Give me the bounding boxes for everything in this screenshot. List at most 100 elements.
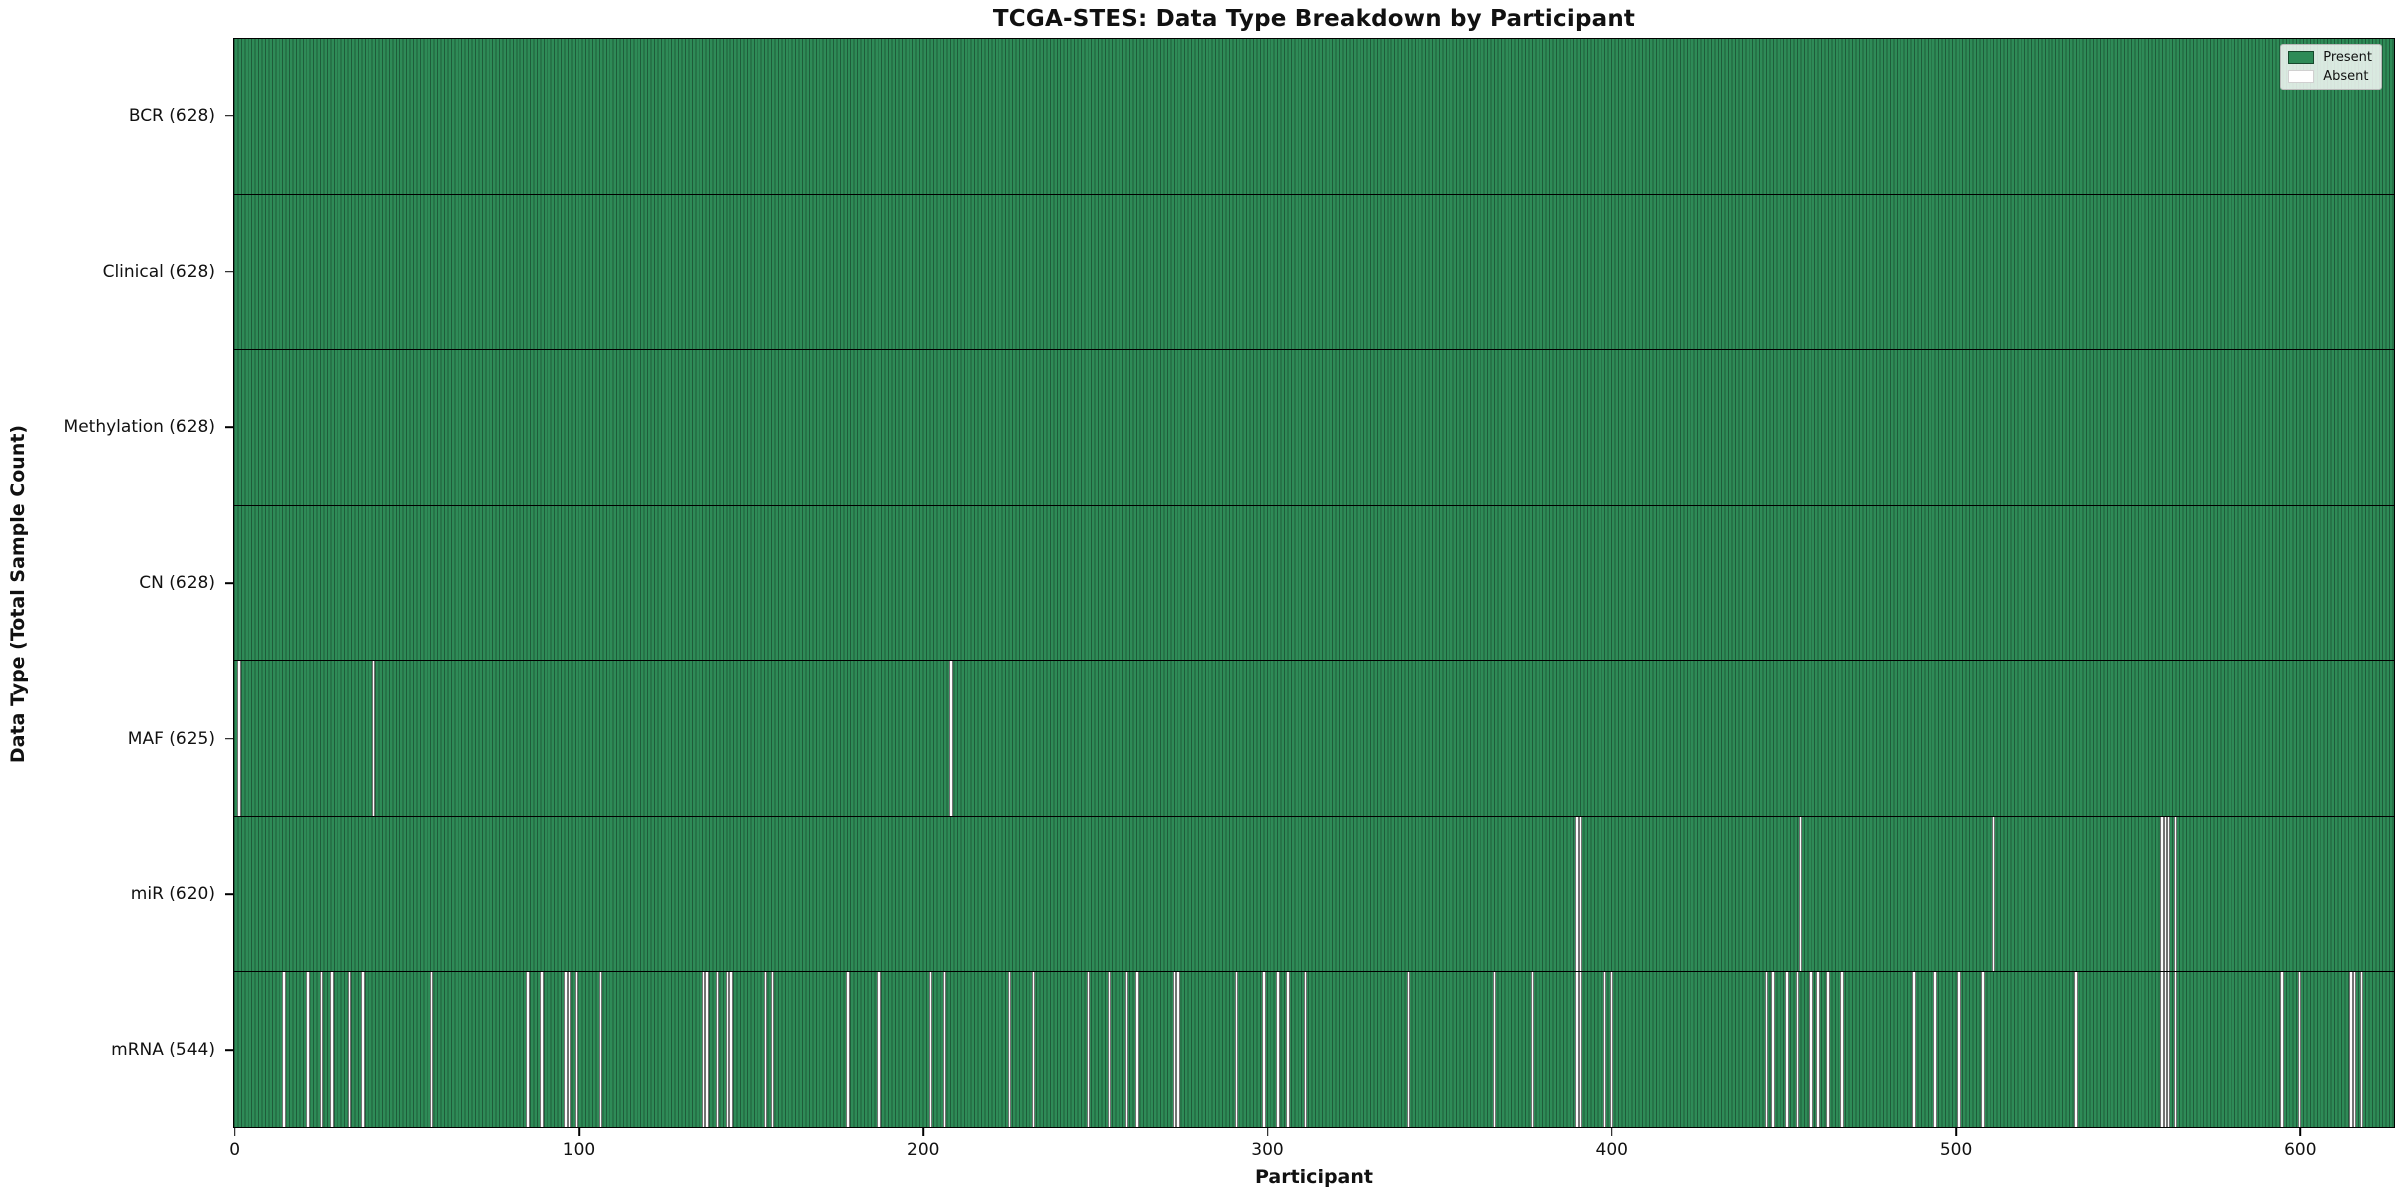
- x-axis-label: Participant: [1254, 1166, 1373, 1188]
- absent-gap: [763, 972, 768, 1128]
- absent-gap: [598, 972, 603, 1128]
- absent-gap: [1276, 972, 1280, 1128]
- y-tick-label-maf: MAF (625): [127, 728, 215, 749]
- y-tick-mark: [225, 893, 233, 896]
- absent-gap: [1530, 972, 1535, 1128]
- absent-gap: [2297, 972, 2302, 1128]
- x-tick-mark: [578, 1128, 580, 1136]
- absent-gap: [2352, 972, 2357, 1128]
- absent-gap: [2074, 972, 2078, 1128]
- absent-gap: [1262, 972, 1266, 1128]
- absent-gap: [330, 972, 334, 1128]
- x-tick-label-100: 100: [562, 1140, 596, 1160]
- absent-gap: [1764, 972, 1768, 1128]
- y-tick-label-mrna: mRNA (544): [111, 1040, 215, 1061]
- chart-title: TCGA-STES: Data Type Breakdown by Partic…: [992, 6, 1636, 32]
- absent-gap: [1609, 972, 1614, 1128]
- absent-gap: [1007, 972, 1012, 1128]
- y-tick-mark: [225, 737, 233, 740]
- y-tick-mark: [225, 426, 233, 429]
- legend-absent-label: Absent: [2323, 69, 2369, 84]
- absent-gap: [1575, 972, 1579, 1128]
- data-row-mrna: [234, 972, 2394, 1128]
- absent-gap: [2173, 816, 2178, 972]
- absent-gap: [715, 972, 719, 1128]
- absent-gap: [2349, 972, 2353, 1128]
- absent-gap: [574, 972, 578, 1128]
- absent-gap: [306, 972, 310, 1128]
- x-tick-label-600: 600: [2284, 1140, 2317, 1160]
- x-tick-label-0: 0: [229, 1140, 241, 1160]
- y-tick-mark: [225, 270, 233, 273]
- absent-gap: [371, 661, 376, 816]
- legend-entry-absent: Absent: [2288, 69, 2372, 84]
- absent-gap: [2166, 816, 2171, 972]
- x-tick-mark: [2299, 1128, 2302, 1136]
- absent-gap: [2359, 972, 2364, 1128]
- y-tick-label-clinical: Clinical (628): [102, 261, 215, 282]
- y-tick-mark: [225, 1049, 233, 1051]
- y-tick-mark: [225, 115, 233, 117]
- x-tick-label-400: 400: [1595, 1140, 1629, 1160]
- absent-gap: [1107, 972, 1112, 1128]
- absent-gap: [526, 972, 530, 1128]
- absent-gap: [1771, 972, 1775, 1128]
- absent-gap: [949, 661, 953, 816]
- absent-gap: [319, 972, 324, 1128]
- legend-present-swatch: [2288, 51, 2315, 64]
- absent-gap: [846, 972, 850, 1128]
- data-row-methylation: [234, 350, 2394, 506]
- absent-gap: [2166, 972, 2171, 1128]
- absent-gap: [2163, 816, 2167, 972]
- absent-gap: [729, 972, 733, 1128]
- absent-gap: [2160, 972, 2164, 1128]
- absent-gap: [1286, 972, 1290, 1128]
- x-tick-mark: [1955, 1128, 1957, 1136]
- absent-gap: [1176, 972, 1180, 1128]
- absent-gap: [877, 972, 881, 1128]
- data-row-cn: [234, 505, 2394, 662]
- absent-gap: [1933, 972, 1937, 1128]
- absent-gap: [1234, 972, 1239, 1128]
- absent-gap: [564, 972, 568, 1128]
- absent-gap: [1086, 972, 1091, 1128]
- x-tick-mark: [1610, 1128, 1613, 1136]
- absent-gap: [1602, 972, 1607, 1128]
- absent-gap: [1135, 972, 1139, 1128]
- absent-gap: [567, 972, 572, 1128]
- absent-gap: [1578, 972, 1583, 1128]
- absent-gap: [1816, 972, 1820, 1128]
- absent-gap: [1826, 972, 1830, 1128]
- absent-gap: [1785, 972, 1789, 1128]
- absent-gap: [1798, 816, 1803, 972]
- absent-gap: [1406, 972, 1411, 1128]
- absent-gap: [2163, 972, 2167, 1128]
- absent-gap: [1172, 972, 1177, 1128]
- data-row-maf: [234, 661, 2394, 817]
- x-tick-area: 0 100 200 300 400 500 600: [229, 1128, 2395, 1198]
- x-tick-label-300: 300: [1251, 1140, 1284, 1160]
- absent-gap: [2280, 972, 2284, 1128]
- y-tick-label-bcr: BCR (628): [128, 105, 215, 126]
- absent-gap: [1809, 972, 1813, 1128]
- absent-gap: [430, 972, 434, 1128]
- plot-rows: [234, 39, 2394, 1128]
- x-tick-mark: [233, 1128, 236, 1136]
- absent-gap: [705, 972, 709, 1128]
- y-tick-label-mir: miR (620): [130, 884, 215, 905]
- absent-gap: [701, 972, 706, 1128]
- absent-gap: [928, 972, 933, 1128]
- absent-gap: [2160, 816, 2164, 972]
- absent-gap: [1795, 972, 1799, 1128]
- absent-gap: [942, 972, 946, 1128]
- absent-gap: [1124, 972, 1129, 1128]
- legend-entry-present: Present: [2288, 50, 2372, 65]
- x-tick-mark: [1266, 1128, 1269, 1136]
- plot-area: Present Absent: [233, 38, 2395, 1128]
- legend-present-label: Present: [2323, 50, 2372, 65]
- absent-gap: [1031, 972, 1036, 1128]
- absent-gap: [1981, 972, 1985, 1128]
- data-row-mir: [234, 816, 2394, 973]
- absent-gap: [1912, 972, 1916, 1128]
